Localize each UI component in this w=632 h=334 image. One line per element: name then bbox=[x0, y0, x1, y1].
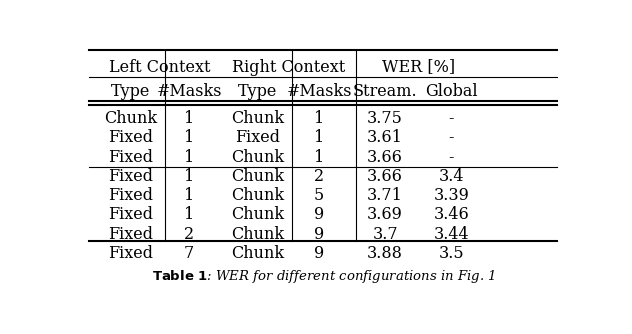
Text: 3.4: 3.4 bbox=[439, 168, 464, 185]
Text: 1: 1 bbox=[184, 129, 194, 146]
Text: 3.88: 3.88 bbox=[367, 245, 403, 262]
Text: WER [%]: WER [%] bbox=[382, 58, 455, 75]
Text: 1: 1 bbox=[184, 187, 194, 204]
Text: Fixed: Fixed bbox=[108, 206, 153, 223]
Text: Fixed: Fixed bbox=[108, 149, 153, 166]
Text: Chunk: Chunk bbox=[231, 226, 284, 243]
Text: Chunk: Chunk bbox=[231, 245, 284, 262]
Text: Fixed: Fixed bbox=[235, 129, 280, 146]
Text: Chunk: Chunk bbox=[231, 110, 284, 127]
Text: 5: 5 bbox=[314, 187, 324, 204]
Text: -: - bbox=[449, 110, 454, 127]
Text: 9: 9 bbox=[314, 206, 324, 223]
Text: Chunk: Chunk bbox=[231, 206, 284, 223]
Text: 3.75: 3.75 bbox=[367, 110, 403, 127]
Text: 3.7: 3.7 bbox=[372, 226, 398, 243]
Text: 1: 1 bbox=[184, 168, 194, 185]
Text: Left Context: Left Context bbox=[109, 58, 210, 75]
Text: 1: 1 bbox=[184, 206, 194, 223]
Text: 3.39: 3.39 bbox=[434, 187, 469, 204]
Text: 1: 1 bbox=[314, 149, 324, 166]
Text: 3.61: 3.61 bbox=[367, 129, 403, 146]
Text: 3.5: 3.5 bbox=[439, 245, 464, 262]
Text: 9: 9 bbox=[314, 226, 324, 243]
Text: Chunk: Chunk bbox=[104, 110, 157, 127]
Text: Type: Type bbox=[111, 83, 150, 100]
Text: #Masks: #Masks bbox=[286, 83, 352, 100]
Text: Fixed: Fixed bbox=[108, 187, 153, 204]
Text: Fixed: Fixed bbox=[108, 168, 153, 185]
Text: 3.71: 3.71 bbox=[367, 187, 403, 204]
Text: 1: 1 bbox=[314, 110, 324, 127]
Text: Right Context: Right Context bbox=[232, 58, 345, 75]
Text: 2: 2 bbox=[314, 168, 324, 185]
Text: 1: 1 bbox=[184, 110, 194, 127]
Text: 1: 1 bbox=[314, 129, 324, 146]
Text: 3.69: 3.69 bbox=[367, 206, 403, 223]
Text: -: - bbox=[449, 149, 454, 166]
Text: $\mathbf{Table\ 1}$: WER for different configurations in Fig. 1: $\mathbf{Table\ 1}$: WER for different c… bbox=[152, 268, 495, 285]
Text: 3.66: 3.66 bbox=[367, 149, 403, 166]
Text: 1: 1 bbox=[184, 149, 194, 166]
Text: -: - bbox=[449, 129, 454, 146]
Text: 9: 9 bbox=[314, 245, 324, 262]
Text: 7: 7 bbox=[184, 245, 194, 262]
Text: Chunk: Chunk bbox=[231, 149, 284, 166]
Text: 3.46: 3.46 bbox=[434, 206, 469, 223]
Text: Chunk: Chunk bbox=[231, 168, 284, 185]
Text: Chunk: Chunk bbox=[231, 187, 284, 204]
Text: Stream.: Stream. bbox=[353, 83, 418, 100]
Text: #Masks: #Masks bbox=[157, 83, 222, 100]
Text: 2: 2 bbox=[184, 226, 194, 243]
Text: Fixed: Fixed bbox=[108, 245, 153, 262]
Text: 3.44: 3.44 bbox=[434, 226, 469, 243]
Text: Type: Type bbox=[238, 83, 277, 100]
Text: Global: Global bbox=[425, 83, 478, 100]
Text: Fixed: Fixed bbox=[108, 226, 153, 243]
Text: Fixed: Fixed bbox=[108, 129, 153, 146]
Text: 3.66: 3.66 bbox=[367, 168, 403, 185]
